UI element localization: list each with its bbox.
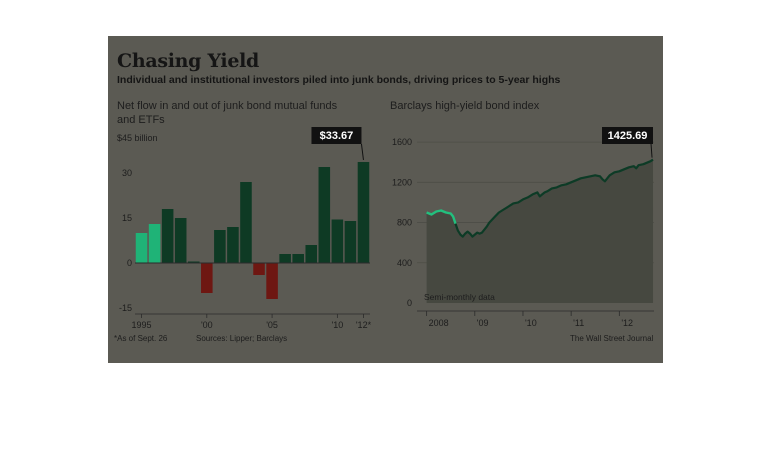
bar <box>187 261 200 263</box>
bar-x-tick-label: '10 <box>331 320 343 330</box>
bar-callout-box <box>311 127 362 144</box>
bar-x-tick-label: 1995 <box>132 320 152 330</box>
credit-note: The Wall Street Journal <box>570 334 654 343</box>
chart-graphic: Chasing Yield Individual and institution… <box>108 36 663 363</box>
bar-y-tick-label: 0 <box>127 258 132 268</box>
bar <box>253 263 265 275</box>
line-callout-label: 1425.69 <box>608 130 648 142</box>
bar <box>148 224 161 263</box>
line-callout-pointer <box>650 143 653 158</box>
line-x-tick-label: 2008 <box>429 318 449 328</box>
line-series-highlight <box>426 209 457 224</box>
bar-chart-unit-label: $45 billion <box>117 133 158 143</box>
line-series <box>454 158 654 238</box>
bar <box>279 254 291 263</box>
bar-x-tick-label: '12* <box>356 320 372 330</box>
bar <box>292 254 304 263</box>
sources-note: Sources: Lipper; Barclays <box>196 334 288 343</box>
charts-svg: -15 0 15 30 1995 '00 '05 '10 '12* $33.67 0 400 800 12… <box>119 127 654 330</box>
bar-x-tick-label: '05 <box>266 320 278 330</box>
bar-callout-label: $33.67 <box>320 130 354 142</box>
line-x-tick-label: '09 <box>477 318 489 328</box>
line-y-tick-label: 0 <box>407 298 412 308</box>
line-y-tick-label: 1200 <box>392 177 412 187</box>
bar <box>161 209 174 263</box>
line-area <box>426 159 654 303</box>
line-x-tick-label: '12 <box>621 318 633 328</box>
bar-y-tick-label: 15 <box>122 213 132 223</box>
line-y-tick-label: 1600 <box>392 137 412 147</box>
bar <box>331 219 344 263</box>
bar-y-tick-label: 30 <box>122 168 132 178</box>
bar <box>344 221 357 263</box>
footnote: *As of Sept. 26 <box>114 334 168 343</box>
line-annotation: Semi-monthly data <box>424 292 495 302</box>
bar <box>357 161 370 263</box>
bar-callout-pointer <box>360 143 364 161</box>
bar <box>240 182 252 263</box>
bar-x-tick-label: '00 <box>201 320 213 330</box>
bar-chart-title: Net flow in and out of junk bond mutual … <box>117 100 338 126</box>
line-chart-title: Barclays high-yield bond index <box>390 100 540 112</box>
bar <box>305 245 318 263</box>
line-x-tick-label: '11 <box>573 318 584 328</box>
page-subtitle: Individual and institutional investors p… <box>117 74 561 86</box>
bar <box>266 263 278 299</box>
line-x-tick-label: '10 <box>525 318 537 328</box>
bar <box>227 227 239 263</box>
bar <box>318 167 331 263</box>
bar <box>135 233 148 263</box>
page-title: Chasing Yield <box>117 50 260 72</box>
line-callout-box <box>602 127 653 144</box>
bar <box>214 230 226 263</box>
bar <box>201 263 213 293</box>
bar <box>174 218 187 263</box>
line-y-tick-label: 400 <box>397 258 412 268</box>
line-y-tick-label: 800 <box>397 218 412 228</box>
bar-y-tick-label: -15 <box>119 303 132 313</box>
